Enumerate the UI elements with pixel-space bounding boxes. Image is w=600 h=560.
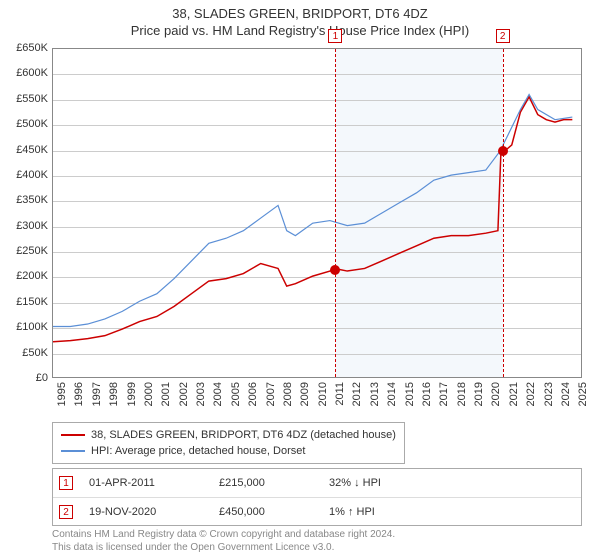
x-tick-label: 2018 <box>456 382 468 406</box>
sale-date-1: 01-APR-2011 <box>89 477 219 489</box>
event-marker <box>498 146 508 156</box>
x-tick-label: 1997 <box>91 382 103 406</box>
event-line <box>335 49 336 377</box>
y-tick-label: £300K <box>2 220 48 232</box>
legend-row-property: 38, SLADES GREEN, BRIDPORT, DT6 4DZ (det… <box>61 427 396 443</box>
series-property <box>53 97 572 342</box>
x-tick-label: 2012 <box>351 382 363 406</box>
x-tick-label: 2023 <box>543 382 555 406</box>
legend-swatch-hpi <box>61 450 85 452</box>
sale-hpi-2: 1% ↑ HPI <box>329 506 449 518</box>
y-tick-label: £200K <box>2 270 48 282</box>
y-tick-label: £150K <box>2 296 48 308</box>
sale-price-1: £215,000 <box>219 477 329 489</box>
x-tick-label: 2020 <box>490 382 502 406</box>
sale-flag-2: 2 <box>59 505 73 519</box>
x-tick-label: 2000 <box>143 382 155 406</box>
x-tick-label: 2011 <box>334 382 346 406</box>
y-tick-label: £550K <box>2 93 48 105</box>
x-tick-label: 2005 <box>230 382 242 406</box>
footnote: Contains HM Land Registry data © Crown c… <box>52 528 582 554</box>
y-tick-label: £650K <box>2 42 48 54</box>
title-line-1: 38, SLADES GREEN, BRIDPORT, DT6 4DZ <box>0 6 600 21</box>
event-marker <box>330 265 340 275</box>
x-tick-label: 1999 <box>126 382 138 406</box>
event-line <box>503 49 504 377</box>
legend-box: 38, SLADES GREEN, BRIDPORT, DT6 4DZ (det… <box>52 422 405 464</box>
x-tick-label: 2004 <box>212 382 224 406</box>
x-tick-label: 2022 <box>525 382 537 406</box>
x-tick-label: 2006 <box>247 382 259 406</box>
x-tick-label: 2024 <box>560 382 572 406</box>
x-tick-label: 2009 <box>299 382 311 406</box>
x-tick-label: 2010 <box>317 382 329 406</box>
y-tick-label: £50K <box>2 347 48 359</box>
sales-row-1: 1 01-APR-2011 £215,000 32% ↓ HPI <box>53 469 581 497</box>
series-hpi <box>53 94 572 326</box>
x-tick-label: 2016 <box>421 382 433 406</box>
chart-container: 38, SLADES GREEN, BRIDPORT, DT6 4DZ Pric… <box>0 0 600 560</box>
y-tick-label: £450K <box>2 144 48 156</box>
y-tick-label: £250K <box>2 245 48 257</box>
y-tick-label: £600K <box>2 67 48 79</box>
x-tick-label: 2015 <box>404 382 416 406</box>
title-area: 38, SLADES GREEN, BRIDPORT, DT6 4DZ Pric… <box>0 0 600 38</box>
x-tick-label: 2017 <box>438 382 450 406</box>
event-flag: 1 <box>328 29 342 43</box>
legend-label-property: 38, SLADES GREEN, BRIDPORT, DT6 4DZ (det… <box>91 429 396 441</box>
y-tick-label: £500K <box>2 118 48 130</box>
x-tick-label: 1996 <box>73 382 85 406</box>
x-tick-label: 2013 <box>369 382 381 406</box>
y-tick-label: £0 <box>2 372 48 384</box>
x-tick-label: 2021 <box>508 382 520 406</box>
x-tick-label: 2001 <box>160 382 172 406</box>
x-tick-label: 2007 <box>265 382 277 406</box>
x-tick-label: 2003 <box>195 382 207 406</box>
legend-row-hpi: HPI: Average price, detached house, Dors… <box>61 443 396 459</box>
sales-row-2: 2 19-NOV-2020 £450,000 1% ↑ HPI <box>53 497 581 525</box>
legend-swatch-property <box>61 434 85 436</box>
chart-plot-area: 12 <box>52 48 582 378</box>
legend-label-hpi: HPI: Average price, detached house, Dors… <box>91 445 305 457</box>
x-tick-label: 2008 <box>282 382 294 406</box>
sale-date-2: 19-NOV-2020 <box>89 506 219 518</box>
y-tick-label: £400K <box>2 169 48 181</box>
title-line-2: Price paid vs. HM Land Registry's House … <box>0 23 600 38</box>
sale-flag-1: 1 <box>59 476 73 490</box>
x-tick-label: 1998 <box>108 382 120 406</box>
y-tick-label: £100K <box>2 321 48 333</box>
x-tick-label: 2014 <box>386 382 398 406</box>
x-tick-label: 2002 <box>178 382 190 406</box>
x-tick-label: 2019 <box>473 382 485 406</box>
sale-price-2: £450,000 <box>219 506 329 518</box>
event-flag: 2 <box>496 29 510 43</box>
sales-table: 1 01-APR-2011 £215,000 32% ↓ HPI 2 19-NO… <box>52 468 582 526</box>
sale-hpi-1: 32% ↓ HPI <box>329 477 449 489</box>
x-tick-label: 1995 <box>56 382 68 406</box>
y-tick-label: £350K <box>2 194 48 206</box>
x-tick-label: 2025 <box>577 382 589 406</box>
